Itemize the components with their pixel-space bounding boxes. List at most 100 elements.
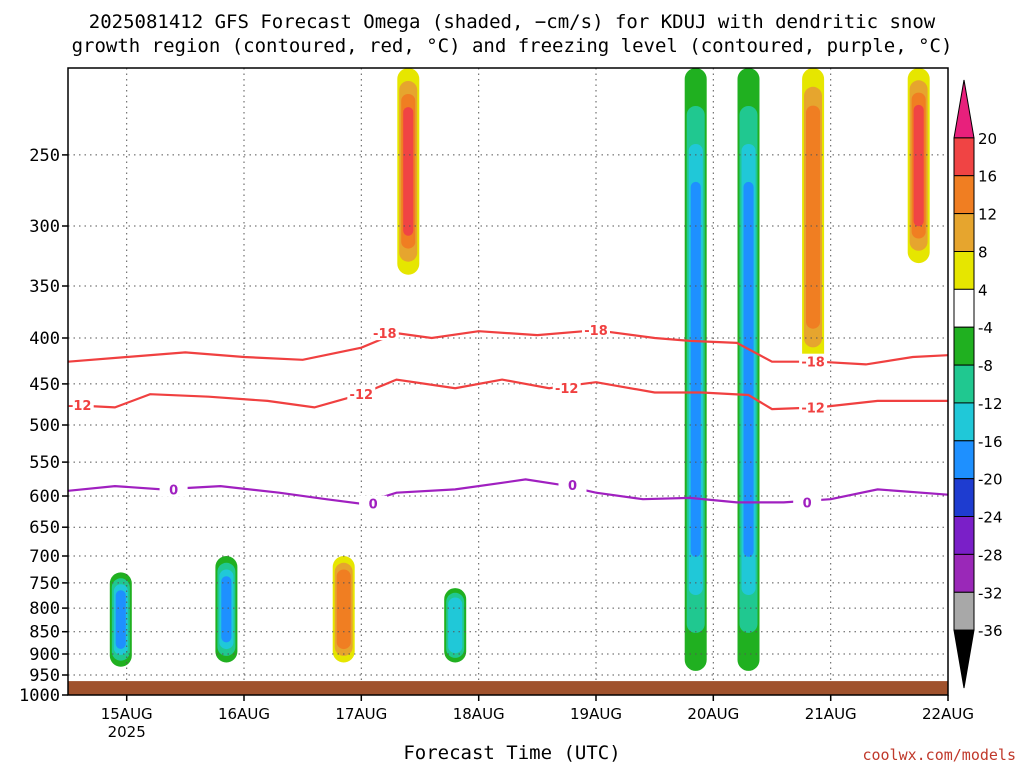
y-tick-label: 300: [29, 217, 60, 237]
x-axis: 15AUG 16AUG 17AUG 18AUG 19AUG 20AUG 21AUG 22AUG…: [101, 695, 974, 741]
colorbar-label: -12: [978, 395, 1003, 413]
y-tick-label: 650: [29, 518, 60, 538]
contour-label-bg: [793, 494, 822, 510]
colorbar-label: 12: [978, 206, 997, 224]
contour-0: [68, 478, 948, 505]
contour-label: -12: [350, 388, 374, 403]
credit-text: coolwx.com/models: [862, 746, 1016, 764]
y-tick-label: 800: [29, 599, 60, 619]
colorbar-label: 16: [978, 168, 997, 186]
colorbar-label: 8: [978, 244, 988, 262]
y-tick-label: 900: [29, 645, 60, 665]
contour-label-bg: [558, 476, 587, 492]
omega-cell: [806, 105, 821, 329]
x-tick-label: 16AUG: [218, 705, 270, 723]
colorbar-segment: [953, 553, 975, 593]
y-axis: 2503003504004505005506006507007508008509…: [19, 146, 68, 706]
colorbar-label: -32: [978, 584, 1003, 602]
colorbar-segment: [953, 516, 975, 555]
chart-title-line1: 2025081412 GFS Forecast Omega (shaded, −…: [88, 11, 936, 33]
y-tick-label: 850: [29, 623, 60, 643]
y-tick-label: 600: [29, 487, 60, 507]
colorbar-segment: [953, 629, 975, 689]
omega-cell: [221, 576, 232, 643]
contour-label: -18: [801, 356, 825, 371]
contour-label: -18: [373, 327, 397, 342]
colorbar-label: -4: [978, 319, 993, 337]
x-tick-label: 19AUG: [570, 705, 622, 723]
colorbar-segment: [953, 440, 975, 480]
colorbar-label: -8: [978, 357, 993, 375]
colorbar-segment: [953, 175, 975, 215]
colorbar-label: -36: [978, 622, 1003, 640]
contour-label-bg: [799, 399, 828, 415]
colorbar-segment: [953, 213, 975, 253]
contour--12: [68, 378, 948, 411]
omega-cell: [336, 569, 351, 650]
x-axis-title: Forecast Time (UTC): [403, 742, 621, 764]
colorbar-label: -28: [978, 546, 1003, 564]
x-tick-label: 20AUG: [687, 705, 739, 723]
y-tick-label: 700: [29, 547, 60, 567]
colorbar-label: 4: [978, 281, 988, 299]
contour-label: -12: [555, 382, 579, 397]
x-tick-label: 15AUG: [101, 705, 153, 723]
colorbar-segment: [953, 251, 975, 290]
omega-cell: [690, 181, 701, 557]
colorbar-segment: [953, 326, 975, 366]
y-tick-label: 350: [29, 277, 60, 297]
contour-label-bg: [799, 353, 828, 369]
contour-label: -12: [801, 401, 825, 416]
colorbar-label: 20: [978, 130, 997, 148]
omega-cell: [403, 107, 414, 236]
y-tick-label: 1000: [19, 686, 60, 706]
contour-label-bg: [582, 322, 610, 338]
colorbar-segment: [953, 478, 975, 518]
y-tick-label: 450: [29, 375, 60, 395]
x-tick-label: 17AUG: [335, 705, 387, 723]
y-tick-label: 750: [29, 574, 60, 594]
x-tick-label: 22AUG: [922, 705, 974, 723]
ground-fill: [68, 681, 948, 695]
contour-label-bg: [68, 397, 94, 412]
colorbar-segment: [953, 591, 975, 631]
y-tick-label: 550: [29, 453, 60, 473]
grid-lines: [68, 68, 948, 695]
y-tick-label: 400: [29, 329, 60, 349]
omega-cell: [913, 104, 924, 227]
contour-label-bg: [359, 495, 388, 511]
contour-label-bg: [552, 380, 581, 396]
contour-label: 0: [803, 496, 812, 511]
contour-label-bg: [370, 325, 399, 341]
contour-label-bg: [347, 386, 376, 402]
colorbar-label: -20: [978, 471, 1003, 489]
colorbar-label: -16: [978, 433, 1003, 451]
contour-lines: -18 -18 -18 -12 -12 -12 -12 0 0 0 0: [68, 322, 948, 513]
contour-label: 0: [369, 498, 378, 513]
chart-title-line2: growth region (contoured, red, °C) and f…: [71, 35, 953, 57]
colorbar: 20 16 12 8 4 -4 -8 -12 -16 -20 -24 -28 -32 -36: [953, 79, 1003, 689]
y-tick-label: 950: [29, 666, 60, 686]
contour-label-bg: [159, 481, 188, 497]
x-tick-label: 21AUG: [805, 705, 857, 723]
colorbar-segment: [953, 364, 975, 404]
y-tick-label: 250: [29, 146, 60, 166]
colorbar-segment: [953, 288, 975, 328]
x-year-label: 2025: [108, 723, 146, 741]
omega-cell: [743, 181, 754, 557]
y-tick-label: 500: [29, 416, 60, 436]
plot-frame: [67, 67, 949, 696]
x-tick-label: 18AUG: [453, 705, 505, 723]
contour-label: 0: [169, 483, 178, 498]
colorbar-segment: [953, 79, 975, 139]
omega-cell: [448, 597, 463, 654]
colorbar-segment: [953, 137, 975, 177]
omega-shading: [109, 68, 930, 671]
contour-label: 0: [568, 479, 577, 494]
ground-surface: [68, 681, 948, 695]
contour-label: -12: [68, 399, 92, 414]
omega-cell: [115, 590, 126, 649]
contour-label: -18: [584, 324, 608, 339]
colorbar-label: -24: [978, 509, 1003, 527]
